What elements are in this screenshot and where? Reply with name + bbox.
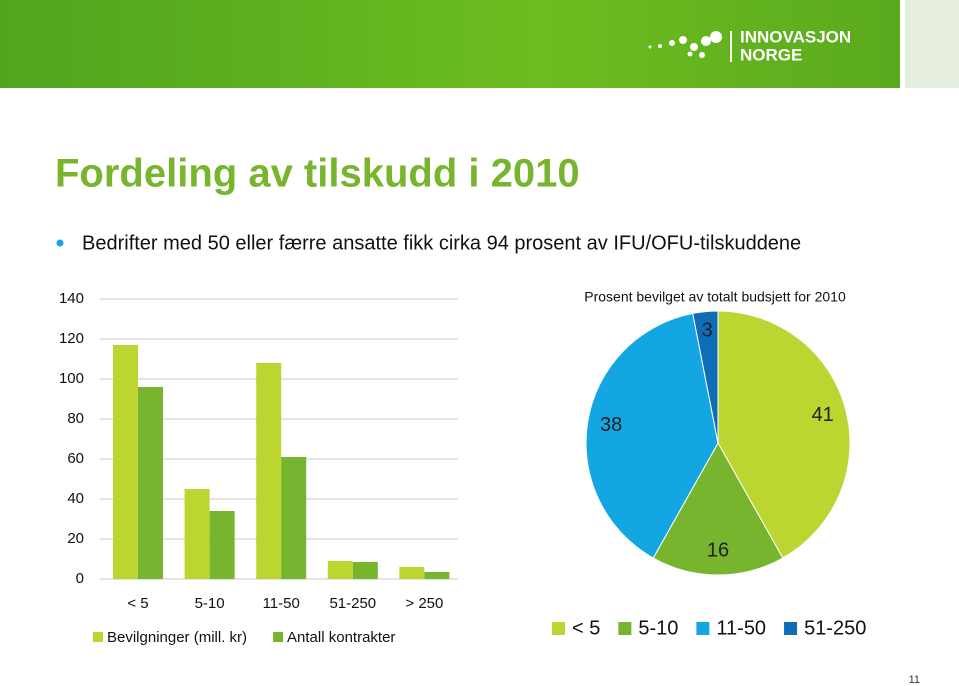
pie-slice [692,310,719,444]
bar [424,572,450,579]
legend-swatch [273,632,284,642]
y-tick-label: 0 [76,570,84,587]
bar [399,567,425,579]
x-tick-label: 5-10 [195,595,225,612]
y-tick-label: 20 [67,530,84,547]
legend-label: 51-250 [804,617,866,639]
header-side [905,0,959,88]
y-tick-label: 140 [59,290,84,307]
pie-value-label: 3 [702,320,713,342]
legend-swatch [784,622,798,635]
legend-label: 11-50 [716,617,766,639]
pie-title: Prosent bevilget av totalt budsjett for … [584,289,846,305]
x-tick-label: 51-250 [329,595,376,612]
pie-slice [652,441,784,576]
logo-text: NORGE [740,45,802,64]
bullet-dot [56,239,64,247]
y-tick-label: 60 [67,450,84,467]
pie-value-label: 38 [600,414,622,436]
x-tick-label: 11-50 [263,595,300,612]
legend-label: Bevilgninger (mill. kr) [107,629,247,646]
pie-value-label: 41 [812,404,834,426]
bar [352,562,378,579]
bar [113,345,138,579]
slide-title: Fordeling av tilskudd i 2010 [55,152,580,196]
legend-swatch [93,632,103,642]
y-tick-label: 100 [59,370,84,387]
page-number: 11 [909,674,920,686]
legend-label: 5-10 [638,617,678,639]
bar [184,489,210,579]
y-tick-label: 40 [67,490,84,507]
x-tick-label: > 250 [405,595,443,612]
pie-value-label: 16 [707,540,729,562]
bar [209,511,235,579]
header-bar [0,0,900,88]
logo-dots [648,31,722,58]
legend-swatch [696,622,710,635]
y-tick-label: 80 [67,410,84,427]
legend-label: < 5 [572,617,600,639]
bar [327,561,353,579]
legend-label: Antall kontrakter [287,629,395,646]
bar [256,363,282,579]
bullet-text: Bedrifter med 50 eller færre ansatte fik… [82,232,801,254]
y-tick-label: 120 [59,330,84,347]
bar [138,387,163,579]
legend-swatch [552,622,565,635]
pie-slice [717,310,851,559]
x-tick-label: < 5 [127,595,148,612]
logo-text: INNOVASJON [740,27,851,46]
legend-swatch [618,622,632,635]
pie-slice [585,312,719,559]
bar [281,457,307,579]
